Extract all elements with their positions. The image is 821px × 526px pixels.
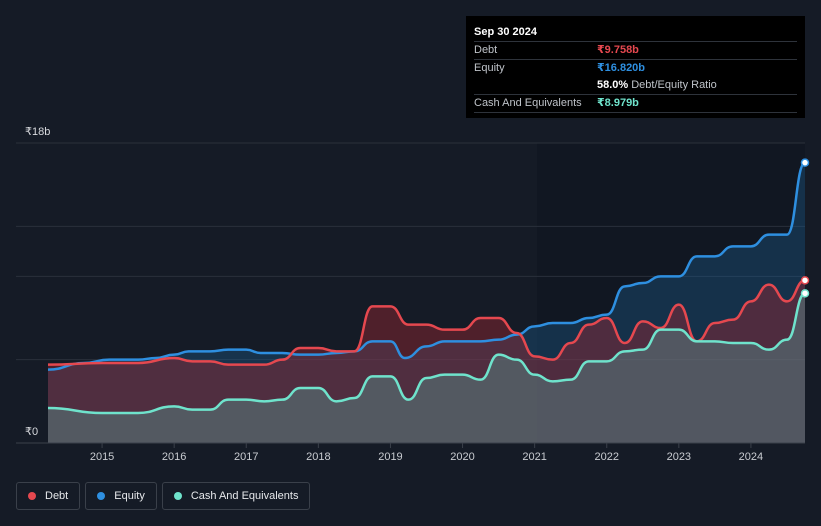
legend-item-cash[interactable]: Cash And Equivalents bbox=[161, 482, 311, 510]
tooltip-row-debt: Debt ₹9.758b bbox=[474, 41, 797, 59]
legend-debt-label: Debt bbox=[45, 490, 69, 502]
cash-area bbox=[48, 293, 805, 443]
legend-item-equity[interactable]: Equity bbox=[85, 482, 157, 510]
equity-end-point bbox=[800, 158, 810, 167]
equity-line bbox=[47, 161, 807, 371]
x-tick-label-2015: 2015 bbox=[90, 451, 114, 463]
cash-line bbox=[47, 292, 806, 415]
debt-end-point bbox=[800, 276, 810, 285]
tooltip-row-equity: Equity ₹16.820b bbox=[474, 59, 797, 77]
y-tick-label-zero: ₹0 bbox=[25, 426, 38, 438]
x-tick-label-2017: 2017 bbox=[234, 451, 258, 463]
tooltip-date: Sep 30 2024 bbox=[474, 26, 537, 38]
series-areas bbox=[48, 162, 805, 443]
equity-area bbox=[48, 162, 805, 443]
debt-area bbox=[48, 280, 805, 443]
x-tick-label-2022: 2022 bbox=[594, 451, 618, 463]
tooltip-cash-value: ₹8.979b bbox=[597, 97, 639, 109]
tooltip-ratio-label: Debt/Equity Ratio bbox=[631, 79, 717, 91]
tooltip-debt-value: ₹9.758b bbox=[597, 44, 639, 56]
x-tick-label-2021: 2021 bbox=[522, 451, 546, 463]
cash-dot-icon bbox=[173, 492, 182, 500]
x-tick-label-2019: 2019 bbox=[378, 451, 402, 463]
x-tick-label-2024: 2024 bbox=[739, 451, 763, 463]
x-tick-label-2016: 2016 bbox=[162, 451, 186, 463]
series-lines bbox=[47, 161, 807, 415]
equity-dot-icon bbox=[97, 492, 106, 500]
x-tick-label-2018: 2018 bbox=[306, 451, 330, 463]
chart-legend: Debt Equity Cash And Equivalents bbox=[16, 482, 311, 510]
x-axis-ticks: 2015 2016 2017 2018 2019 2020 2021 2022 2023 2024 bbox=[90, 443, 763, 463]
tooltip-equity-value: ₹16.820b bbox=[597, 62, 646, 74]
legend-cash-label: Cash And Equivalents bbox=[190, 490, 299, 502]
tooltip-cash-label: Cash And Equivalents bbox=[474, 97, 582, 109]
tooltip-row-cash: Cash And Equivalents ₹8.979b bbox=[474, 94, 797, 113]
y-tick-label-max: ₹18b bbox=[25, 126, 50, 138]
x-tick-label-2020: 2020 bbox=[450, 451, 474, 463]
tooltip-ratio-value: 58.0% bbox=[597, 79, 629, 91]
tooltip-row-ratio: 58.0% Debt/Equity Ratio bbox=[474, 77, 797, 94]
cash-end-point bbox=[800, 289, 810, 298]
tooltip-equity-label: Equity bbox=[474, 62, 505, 74]
x-tick-label-2023: 2023 bbox=[667, 451, 691, 463]
legend-equity-label: Equity bbox=[114, 490, 145, 502]
debt-dot-icon bbox=[28, 492, 36, 500]
legend-item-debt[interactable]: Debt bbox=[16, 482, 81, 510]
series-endpoints bbox=[800, 158, 810, 298]
tooltip-debt-label: Debt bbox=[474, 44, 498, 56]
data-tooltip: Sep 30 2024 Debt ₹9.758b Equity ₹16.820b… bbox=[466, 16, 805, 118]
